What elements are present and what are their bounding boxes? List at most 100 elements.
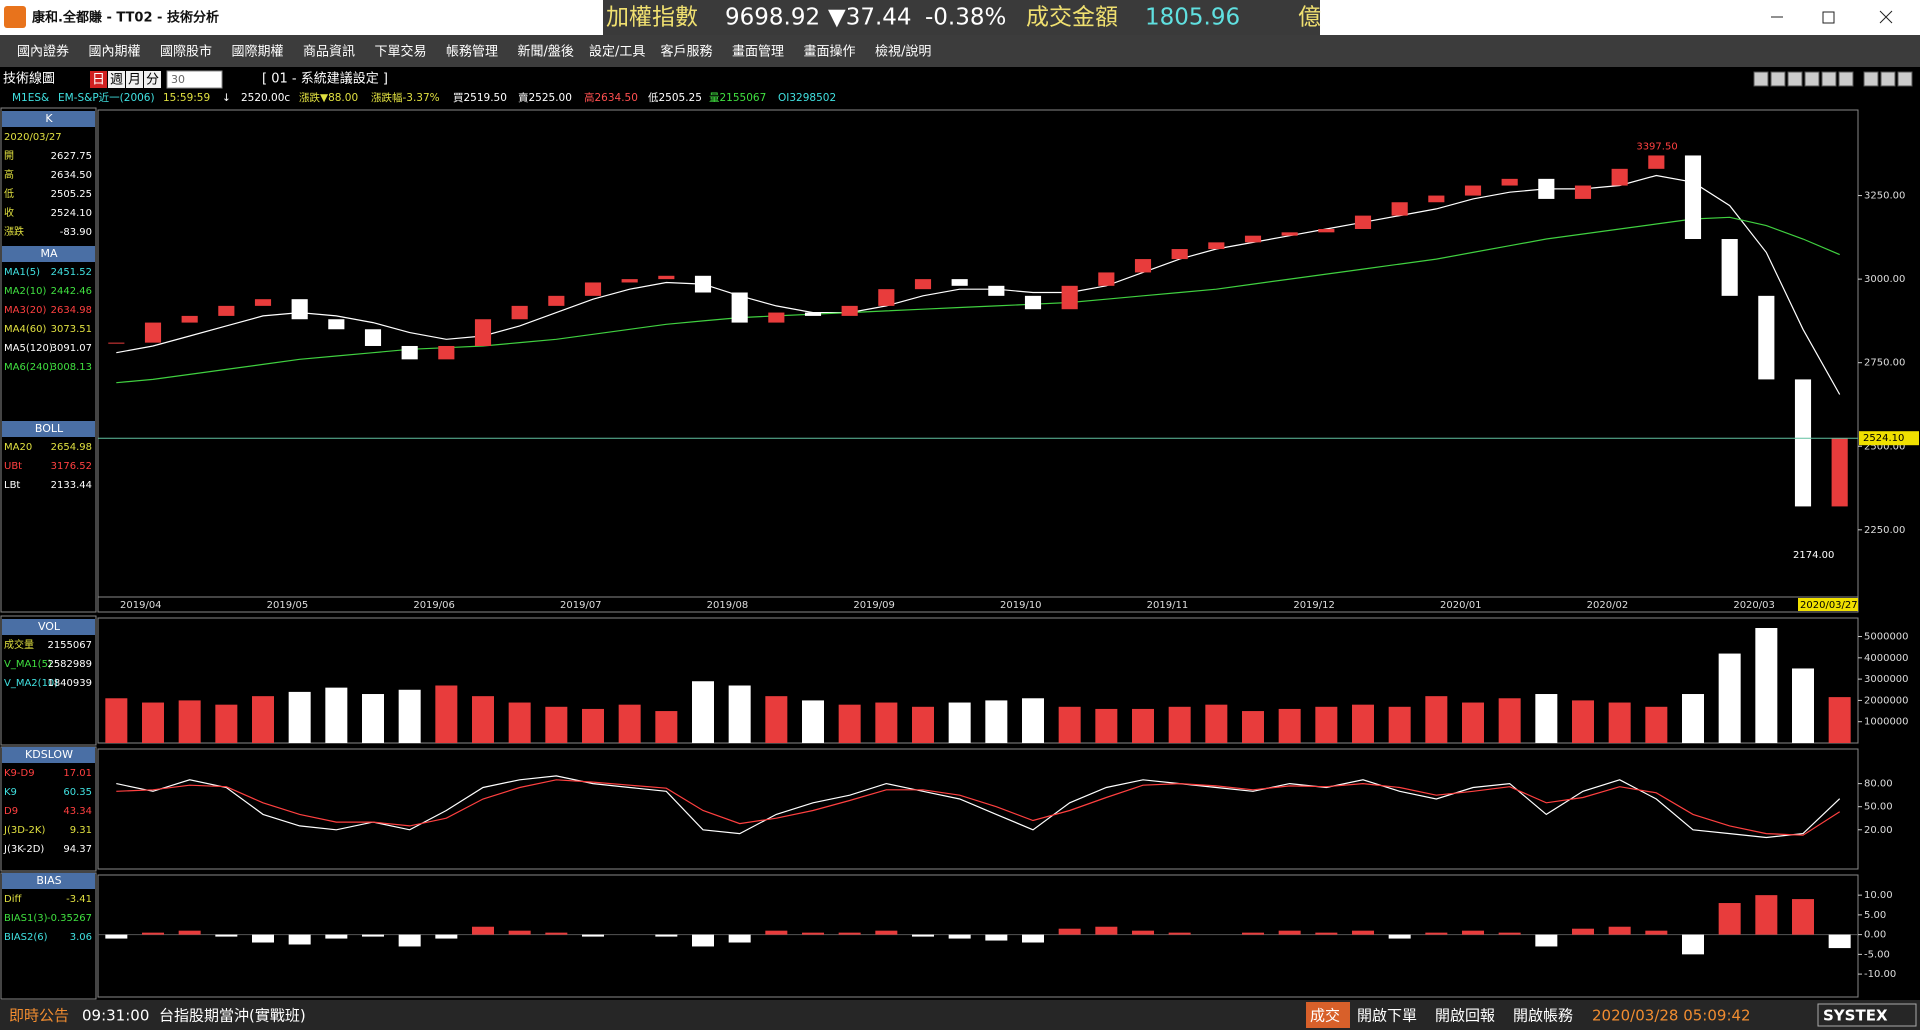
menu-item[interactable]: 新聞/盤後 — [518, 44, 574, 60]
menu-item[interactable]: 畫面管理 — [732, 45, 784, 60]
sidebar-frame — [0, 615, 97, 746]
candle — [951, 279, 968, 286]
menu-item[interactable]: 下單交易 — [375, 44, 427, 60]
chart-tools — [1753, 71, 1913, 87]
report-button[interactable]: 開啟回報 — [1435, 1007, 1495, 1025]
tool-button[interactable] — [1863, 71, 1879, 87]
row-label: 漲跌 — [4, 225, 24, 238]
y-tick-label: 2500.00 — [1864, 441, 1905, 452]
menu-item[interactable]: 帳務管理 — [446, 45, 498, 60]
quote-field: 賣2525.00 — [518, 91, 572, 104]
menu-item[interactable]: 檢視/說明 — [875, 44, 931, 60]
candle — [1831, 438, 1848, 507]
candle — [584, 282, 602, 296]
tool-button[interactable] — [1770, 71, 1786, 87]
y-tick-label: -10.00 — [1864, 969, 1896, 980]
menu-item[interactable]: 客戶服務 — [661, 44, 713, 60]
account-button[interactable]: 開啟帳務 — [1513, 1007, 1573, 1025]
period-tab[interactable] — [90, 71, 107, 88]
tool-button[interactable] — [1838, 71, 1854, 87]
y-tick-label: 4000000 — [1864, 653, 1909, 664]
menu-item[interactable]: 國際股市 — [160, 44, 212, 60]
row-label: BIAS1(3) — [4, 913, 48, 924]
bar — [692, 681, 714, 743]
row-value: 1840939 — [47, 678, 92, 689]
notice-label[interactable]: 即時公告 — [9, 1007, 69, 1025]
menu-item[interactable]: 國內證券 — [17, 44, 69, 60]
candle — [658, 275, 675, 280]
row-label: MA4(60) — [4, 324, 46, 335]
ticker-bar — [603, 0, 1320, 35]
bar — [728, 685, 751, 743]
close-button[interactable] — [1879, 10, 1893, 24]
order-button[interactable]: 開啟下單 — [1357, 1007, 1417, 1025]
candle — [1171, 249, 1188, 260]
end-date-badge — [1798, 598, 1858, 611]
y-tick-label: 3000.00 — [1864, 274, 1905, 285]
candle — [988, 285, 1005, 296]
period-tab[interactable] — [144, 71, 161, 88]
tool-button[interactable] — [1753, 71, 1769, 87]
tool-button[interactable] — [1787, 71, 1803, 87]
bar — [838, 704, 861, 743]
row-value: 2582989 — [47, 659, 92, 670]
y-tick-label: 1000000 — [1864, 717, 1909, 728]
bar — [618, 704, 641, 743]
menu-item[interactable]: 國內期權 — [89, 45, 141, 60]
tool-button[interactable] — [1821, 71, 1837, 87]
status-bar — [0, 1000, 1920, 1030]
row-value: 3073.51 — [51, 324, 92, 335]
notice-text[interactable]: 台指股期當沖(實戰班) — [159, 1007, 306, 1025]
bar — [1278, 930, 1301, 935]
row-value: 17.01 — [63, 768, 92, 779]
row-label: 成交量 — [4, 638, 34, 651]
bar — [1755, 628, 1778, 743]
restore-button[interactable] — [1822, 11, 1835, 24]
candle — [1574, 185, 1592, 199]
quote-field: M1ES& — [12, 92, 49, 104]
section-title: KDSLOW — [25, 748, 73, 761]
section-header — [2, 619, 95, 635]
bar — [1682, 934, 1704, 955]
y-tick-label: -5.00 — [1864, 949, 1890, 960]
candle — [328, 319, 345, 330]
trade-button[interactable]: 成交 — [1310, 1007, 1340, 1025]
tool-button[interactable] — [1897, 71, 1913, 87]
period-tab[interactable] — [108, 71, 125, 88]
minutes-select[interactable] — [166, 70, 223, 89]
row-value: 2451.52 — [51, 267, 92, 278]
low-label: 2174.00 — [1793, 550, 1834, 561]
row-label: 高 — [4, 168, 14, 181]
tool-button[interactable] — [1804, 71, 1820, 87]
bar — [545, 932, 568, 935]
bar — [362, 934, 384, 937]
bar — [1352, 930, 1374, 935]
tool-button[interactable] — [1880, 71, 1896, 87]
bar — [1572, 700, 1594, 743]
bar — [472, 696, 494, 743]
bar — [802, 932, 824, 935]
bar — [252, 696, 274, 743]
menu-item[interactable]: 商品資訊 — [303, 45, 355, 60]
bar — [508, 930, 531, 935]
toolbar-label: 技術線圖 — [3, 71, 55, 87]
x-tick-label: 2019/06 — [413, 600, 455, 611]
row-label: LBt — [4, 480, 20, 491]
candle — [254, 299, 272, 306]
menu-item[interactable]: 畫面操作 — [804, 44, 856, 60]
y-tick-label: 0.00 — [1864, 930, 1886, 941]
indicator-line — [116, 775, 1841, 839]
brand-box — [1817, 1003, 1917, 1027]
bar — [1608, 926, 1631, 935]
menu-item[interactable]: 設定/工具 — [589, 44, 645, 60]
bar — [582, 708, 604, 743]
trade-badge — [1306, 1002, 1350, 1028]
row-label: MA20 — [4, 442, 32, 453]
period-tab[interactable] — [126, 71, 143, 88]
row-label: 收 — [4, 206, 14, 219]
menu-item[interactable]: 國際期權 — [232, 45, 284, 60]
row-value: -0.35267 — [47, 913, 92, 924]
bar — [1462, 930, 1484, 935]
row-label: D9 — [4, 806, 18, 817]
sidebar-frame — [0, 107, 97, 613]
